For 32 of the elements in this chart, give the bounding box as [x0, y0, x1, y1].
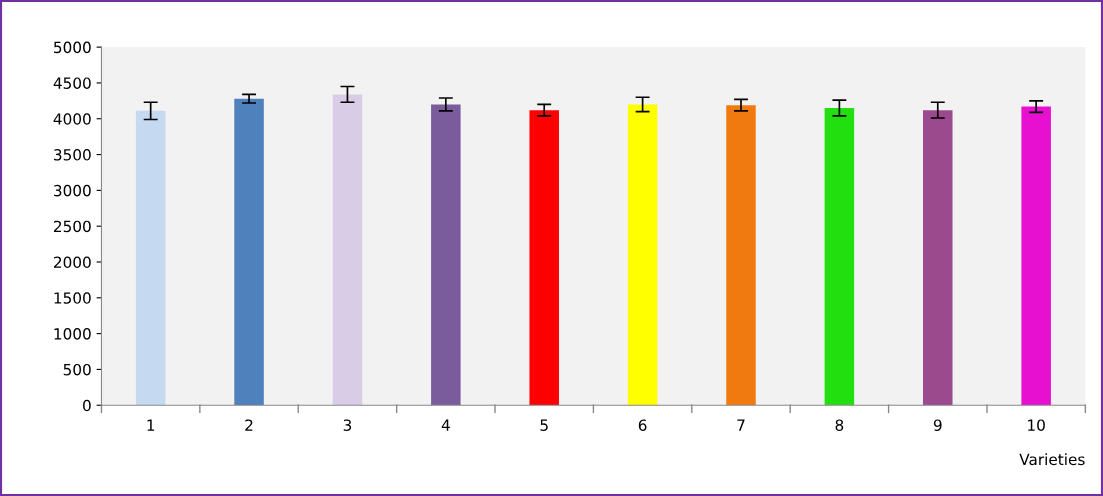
bar: [234, 98, 264, 406]
bar: [135, 110, 166, 406]
x-tick-label: 3: [343, 419, 352, 431]
x-tick-label: 1: [147, 419, 155, 431]
x-tick-label: 9: [933, 419, 942, 431]
y-tick-label: 2000: [53, 256, 91, 269]
x-tick-label: 8: [835, 419, 844, 431]
bar: [529, 110, 559, 406]
bar: [627, 104, 658, 406]
bar: [332, 94, 363, 406]
y-tick-label: 3000: [54, 184, 91, 197]
bar: [923, 110, 953, 406]
bar: [431, 104, 461, 406]
x-tick-label: 2: [245, 419, 253, 431]
y-tick-label: 1000: [54, 328, 91, 340]
x-tick-label: 6: [638, 419, 647, 431]
bar: [824, 108, 855, 406]
x-tick-label: 10: [1028, 419, 1045, 431]
y-tick-label: 4000: [53, 113, 91, 125]
y-tick-label: 5000: [54, 41, 91, 54]
bar: [1021, 106, 1051, 406]
y-tick-label: 0: [83, 399, 91, 412]
bar: [726, 105, 756, 406]
x-axis-title: Varieties: [1019, 453, 1085, 466]
x-tick-label: 5: [540, 419, 548, 431]
y-tick-label: 2500: [53, 220, 91, 233]
y-tick-label: 4500: [53, 77, 91, 89]
y-tick-label: 3500: [54, 149, 91, 161]
y-tick-label: 1500: [54, 292, 91, 304]
y-tick-label: 500: [63, 363, 91, 376]
x-tick-label: 4: [441, 419, 450, 431]
x-tick-label: 7: [737, 419, 745, 431]
